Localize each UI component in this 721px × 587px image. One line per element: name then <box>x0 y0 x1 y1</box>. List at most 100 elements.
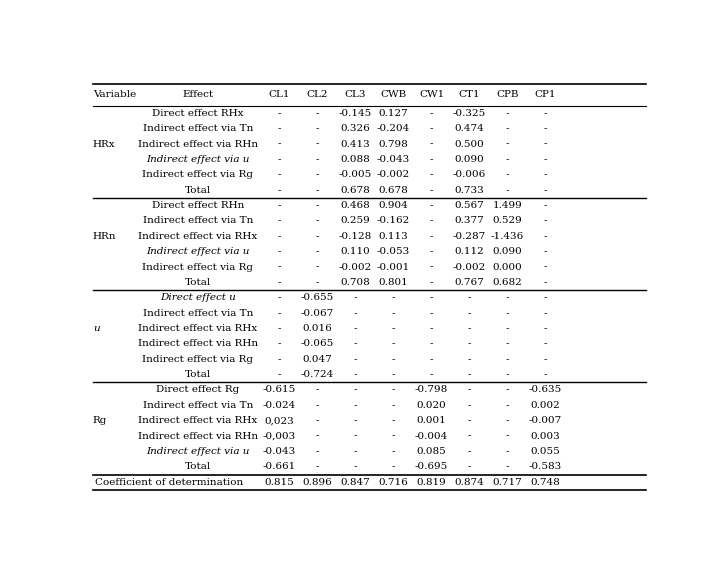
Text: -: - <box>278 124 281 133</box>
Text: -0.002: -0.002 <box>339 262 372 272</box>
Text: -: - <box>430 155 433 164</box>
Text: 0.468: 0.468 <box>340 201 371 210</box>
Text: -0.287: -0.287 <box>453 232 486 241</box>
Text: -: - <box>430 201 433 210</box>
Text: -: - <box>430 247 433 256</box>
Text: -: - <box>505 109 509 118</box>
Text: -: - <box>278 155 281 164</box>
Text: 0.090: 0.090 <box>455 155 485 164</box>
Text: -: - <box>354 447 358 456</box>
Text: 0.259: 0.259 <box>340 217 371 225</box>
Text: -: - <box>354 416 358 425</box>
Text: -: - <box>505 416 509 425</box>
Text: Direct effect Rg: Direct effect Rg <box>156 386 239 394</box>
Text: -: - <box>278 232 281 241</box>
Text: -: - <box>505 170 509 180</box>
Text: -: - <box>316 447 319 456</box>
Text: -: - <box>468 309 472 318</box>
Text: Indirect effect via u: Indirect effect via u <box>146 247 249 256</box>
Text: 0.500: 0.500 <box>455 140 485 149</box>
Text: 0.847: 0.847 <box>340 478 371 487</box>
Text: -: - <box>392 416 395 425</box>
Text: -: - <box>544 355 547 364</box>
Text: -0.204: -0.204 <box>377 124 410 133</box>
Text: Indirect effect via RHn: Indirect effect via RHn <box>138 431 257 441</box>
Text: -: - <box>430 339 433 349</box>
Text: 0.896: 0.896 <box>303 478 332 487</box>
Text: -: - <box>544 309 547 318</box>
Text: -0.065: -0.065 <box>301 339 334 349</box>
Text: -: - <box>544 201 547 210</box>
Text: -: - <box>505 447 509 456</box>
Text: -: - <box>430 324 433 333</box>
Text: -: - <box>316 401 319 410</box>
Text: 0.326: 0.326 <box>340 124 371 133</box>
Text: -0.162: -0.162 <box>377 217 410 225</box>
Text: Indirect effect via RHx: Indirect effect via RHx <box>138 324 257 333</box>
Text: -: - <box>392 463 395 471</box>
Text: CWB: CWB <box>381 90 407 99</box>
Text: -: - <box>316 232 319 241</box>
Text: u: u <box>93 324 99 333</box>
Text: 0,023: 0,023 <box>265 416 294 425</box>
Text: 0.819: 0.819 <box>417 478 446 487</box>
Text: -0.004: -0.004 <box>415 431 448 441</box>
Text: 0.090: 0.090 <box>492 247 523 256</box>
Text: -: - <box>468 294 472 302</box>
Text: -: - <box>468 431 472 441</box>
Text: 0.567: 0.567 <box>455 201 485 210</box>
Text: -0.043: -0.043 <box>263 447 296 456</box>
Text: -: - <box>316 463 319 471</box>
Text: 0.748: 0.748 <box>531 478 560 487</box>
Text: CP1: CP1 <box>535 90 557 99</box>
Text: -: - <box>278 355 281 364</box>
Text: Total: Total <box>185 463 211 471</box>
Text: -: - <box>316 217 319 225</box>
Text: -: - <box>354 324 358 333</box>
Text: 1.499: 1.499 <box>492 201 523 210</box>
Text: -: - <box>278 309 281 318</box>
Text: -: - <box>278 217 281 225</box>
Text: 0.085: 0.085 <box>417 447 446 456</box>
Text: Indirect effect via Tn: Indirect effect via Tn <box>143 217 253 225</box>
Text: -: - <box>430 109 433 118</box>
Text: -: - <box>468 339 472 349</box>
Text: -0.655: -0.655 <box>301 294 334 302</box>
Text: -: - <box>430 170 433 180</box>
Text: -: - <box>278 370 281 379</box>
Text: -: - <box>505 309 509 318</box>
Text: -: - <box>316 109 319 118</box>
Text: -: - <box>505 124 509 133</box>
Text: Indirect effect via Tn: Indirect effect via Tn <box>143 124 253 133</box>
Text: -: - <box>544 140 547 149</box>
Text: -: - <box>505 324 509 333</box>
Text: -: - <box>430 355 433 364</box>
Text: -: - <box>278 278 281 287</box>
Text: -: - <box>468 447 472 456</box>
Text: -: - <box>544 170 547 180</box>
Text: -: - <box>430 262 433 272</box>
Text: Total: Total <box>185 278 211 287</box>
Text: Indirect effect via RHx: Indirect effect via RHx <box>138 416 257 425</box>
Text: 0.127: 0.127 <box>379 109 408 118</box>
Text: 0.717: 0.717 <box>492 478 523 487</box>
Text: -: - <box>278 201 281 210</box>
Text: CL1: CL1 <box>269 90 291 99</box>
Text: -: - <box>316 431 319 441</box>
Text: -: - <box>354 386 358 394</box>
Text: 0.113: 0.113 <box>379 232 408 241</box>
Text: -: - <box>278 140 281 149</box>
Text: -: - <box>354 309 358 318</box>
Text: 0.016: 0.016 <box>303 324 332 333</box>
Text: -: - <box>354 463 358 471</box>
Text: CW1: CW1 <box>419 90 444 99</box>
Text: Indirect effect via RHx: Indirect effect via RHx <box>138 232 257 241</box>
Text: 0.708: 0.708 <box>340 278 371 287</box>
Text: -: - <box>430 294 433 302</box>
Text: -: - <box>392 401 395 410</box>
Text: -: - <box>505 370 509 379</box>
Text: 0.716: 0.716 <box>379 478 408 487</box>
Text: 0.088: 0.088 <box>340 155 371 164</box>
Text: -: - <box>354 401 358 410</box>
Text: Coefficient of determination: Coefficient of determination <box>94 478 243 487</box>
